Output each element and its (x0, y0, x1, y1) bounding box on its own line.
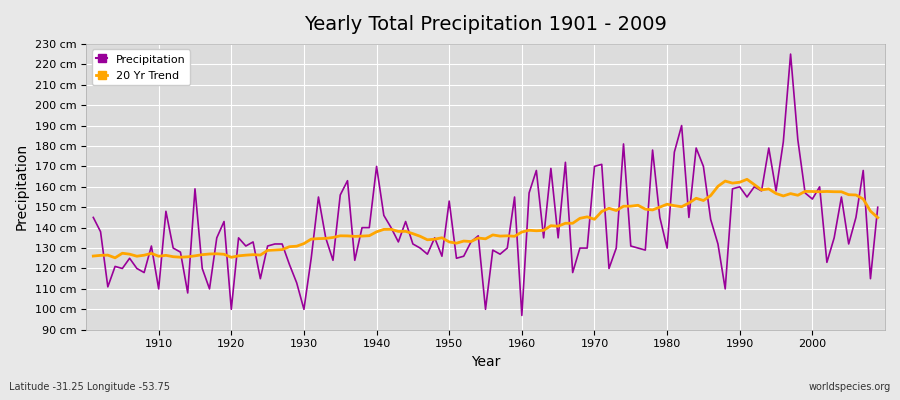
X-axis label: Year: Year (471, 355, 500, 369)
Text: worldspecies.org: worldspecies.org (809, 382, 891, 392)
Y-axis label: Precipitation: Precipitation (15, 143, 29, 230)
Text: Latitude -31.25 Longitude -53.75: Latitude -31.25 Longitude -53.75 (9, 382, 170, 392)
Legend: Precipitation, 20 Yr Trend: Precipitation, 20 Yr Trend (92, 50, 190, 86)
Title: Yearly Total Precipitation 1901 - 2009: Yearly Total Precipitation 1901 - 2009 (304, 15, 667, 34)
